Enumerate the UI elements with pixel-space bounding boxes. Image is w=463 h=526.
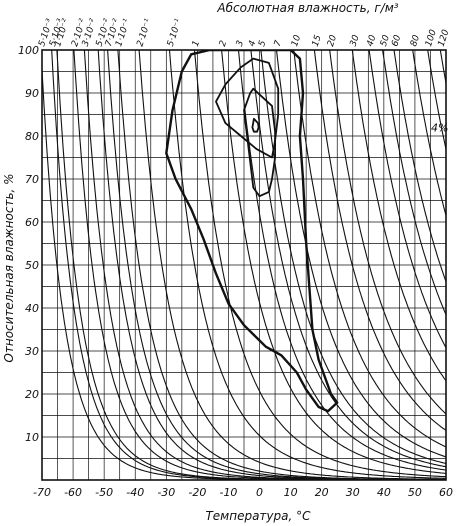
distribution-contours (165, 50, 339, 413)
absolute-humidity-curve (260, 50, 446, 465)
y-tick-label: 60 (25, 216, 39, 229)
top-tick-label: 20 (326, 34, 339, 48)
x-tick-label: -10 (219, 486, 237, 499)
y-axis-title: Относительная влажность, % (2, 173, 16, 362)
absolute-humidity-curve (427, 50, 446, 152)
top-axis-title: Абсолютная влажность, г/м³ (216, 1, 398, 15)
top-tick-label: 80 (409, 34, 422, 48)
x-tick-label: -20 (188, 486, 206, 499)
y-tick-label: 90 (25, 87, 39, 100)
absolute-humidity-curve (250, 50, 446, 468)
absolute-humidity-curve (293, 50, 446, 448)
x-axis-title: Температура, °C (205, 509, 311, 523)
y-tick-label: 20 (25, 388, 39, 401)
top-tick-label: 5 (257, 39, 268, 48)
x-tick-label: -50 (95, 486, 113, 499)
plot-frame (41, 49, 447, 481)
y-tick-label: 40 (25, 302, 39, 315)
top-tick-label: 10 (290, 34, 303, 48)
top-tick-label: 2 (218, 39, 229, 48)
absolute-humidity-curve (368, 50, 446, 349)
absolute-humidity-curve (329, 50, 446, 415)
y-tick-label: 70 (25, 173, 39, 186)
top-tick-label: 50 (379, 34, 392, 48)
top-tick-label: 15 (311, 34, 324, 48)
top-tick-label: 7 (273, 39, 284, 48)
top-tick-label: 40 (365, 34, 378, 48)
x-tick-label: -30 (157, 486, 175, 499)
contour-inner (243, 87, 277, 198)
x-tick-label: 40 (377, 486, 391, 499)
annotations: 4% (431, 121, 448, 134)
x-tick-label: -60 (64, 486, 82, 499)
absolute-humidity-curve (393, 50, 446, 284)
y-tick-label: 100 (18, 44, 39, 57)
absolute-humidity-curve (412, 50, 446, 218)
y-tick-label: 30 (25, 345, 39, 358)
x-tick-label: 20 (315, 486, 329, 499)
top-tick-label: 60 (390, 34, 403, 48)
top-tick-label: 4 (247, 39, 258, 48)
top-tick-label: 3 (235, 39, 246, 48)
x-tick-label: 0 (256, 486, 263, 499)
x-tick-label: -40 (126, 486, 144, 499)
x-tick-label: 50 (408, 486, 422, 499)
y-tick-labels: 10 20 30 40 50 60 70 80 90 100 (18, 44, 39, 444)
x-tick-label: 60 (439, 486, 453, 499)
absolute-humidity-curve (351, 50, 446, 382)
top-tick-label: 1 (191, 39, 202, 48)
x-tick-labels: -70 -60 -50 -40 -30 -20 -10 0 10 20 30 40 50 60 (33, 486, 453, 499)
absolute-humidity-curve (237, 50, 446, 471)
x-tick-label: 30 (346, 486, 360, 499)
x-tick-label: -70 (33, 486, 51, 499)
absolute-humidity-curve (138, 50, 446, 480)
y-tick-label: 80 (25, 130, 39, 143)
top-tick-label: 30 (349, 34, 362, 48)
absolute-humidity-curve (313, 50, 446, 432)
contour-middle (215, 57, 280, 159)
x-tick-label: 10 (284, 486, 298, 499)
absolute-humidity-curve (382, 50, 446, 316)
contour-center (251, 117, 260, 133)
annotation-label: 4% (431, 121, 448, 134)
absolute-humidity-curve (439, 50, 446, 87)
absolute-humidity-curve (168, 50, 446, 479)
absolute-humidity-curve (221, 50, 446, 474)
y-tick-label: 10 (25, 431, 39, 444)
contour-outer (165, 50, 339, 413)
y-tick-label: 50 (25, 259, 39, 272)
top-tick-labels: 5·10⁻³5·10⁻³1·10⁻²2·10⁻²3·10⁻²5·10⁻²7·10… (37, 17, 451, 47)
absolute-humidity-curve (193, 50, 446, 478)
